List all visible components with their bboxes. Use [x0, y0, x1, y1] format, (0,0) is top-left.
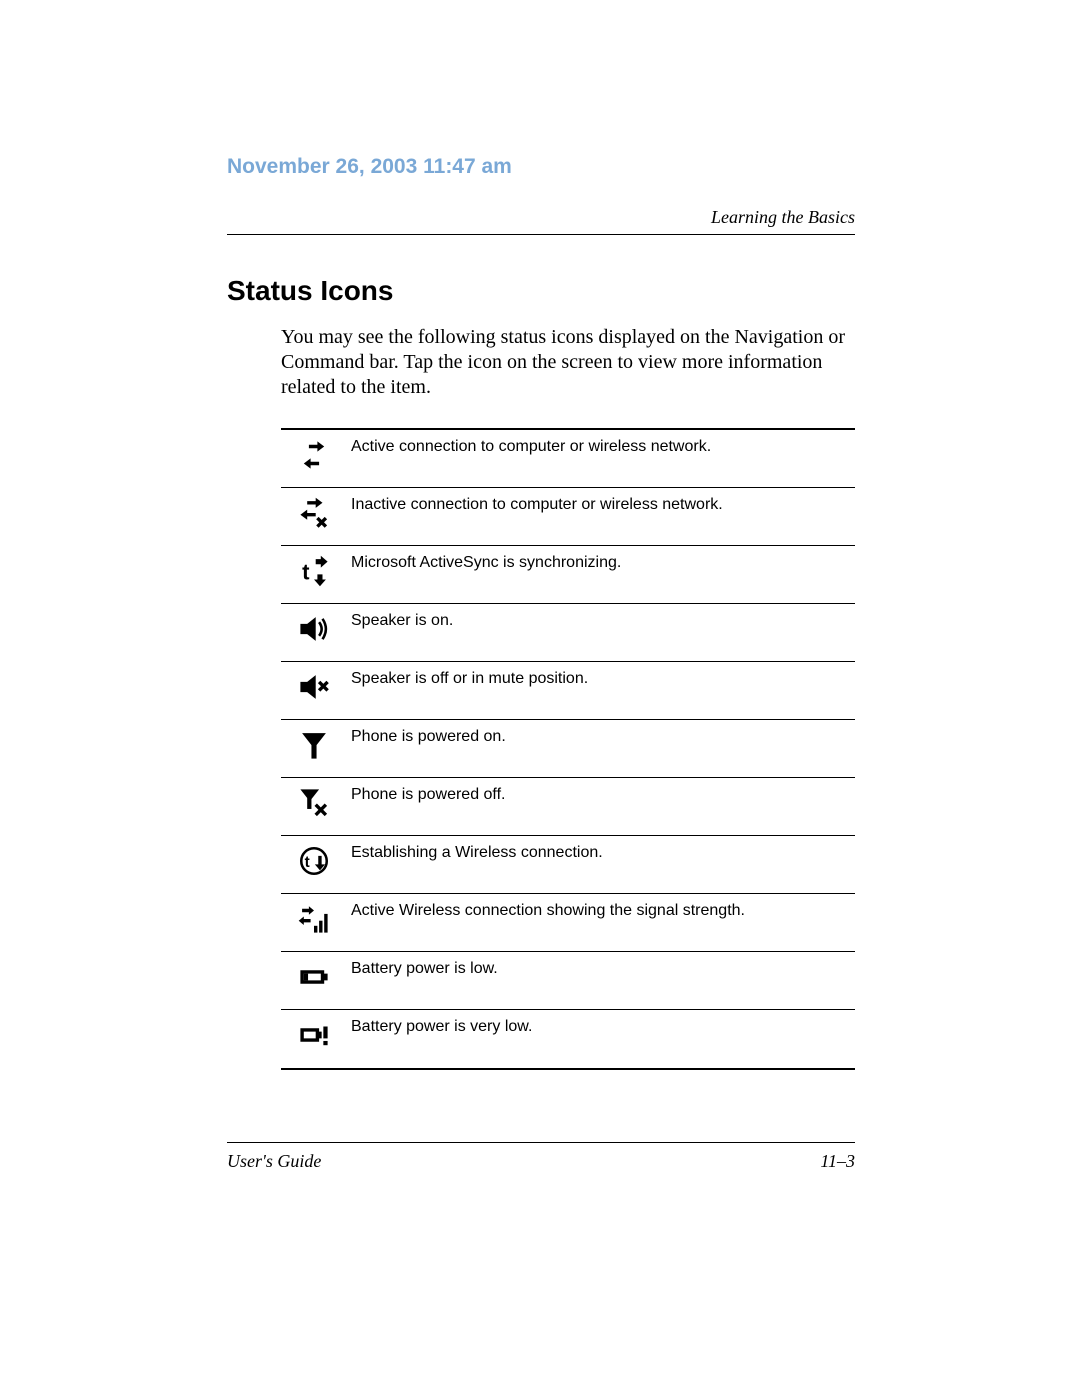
- row-description: Active Wireless connection showing the s…: [347, 900, 855, 920]
- table-row: t Establishing a Wireless connection.: [281, 836, 855, 894]
- connection-active-icon: [281, 436, 347, 472]
- activesync-icon: t: [281, 552, 347, 588]
- row-description: Speaker is off or in mute position.: [347, 668, 855, 688]
- connection-inactive-icon: [281, 494, 347, 530]
- speaker-off-icon: [281, 668, 347, 704]
- table-row: Active Wireless connection showing the s…: [281, 894, 855, 952]
- row-description: Battery power is very low.: [347, 1016, 855, 1036]
- wireless-signal-icon: [281, 900, 347, 936]
- battery-low-icon: [281, 958, 347, 994]
- table-row: Speaker is on.: [281, 604, 855, 662]
- row-description: Phone is powered off.: [347, 784, 855, 804]
- phone-off-icon: [281, 784, 347, 820]
- intro-paragraph: You may see the following status icons d…: [281, 325, 855, 400]
- row-description: Microsoft ActiveSync is synchronizing.: [347, 552, 855, 572]
- table-row: Phone is powered off.: [281, 778, 855, 836]
- document-page: November 26, 2003 11:47 am Learning the …: [227, 155, 855, 1070]
- svg-text:t: t: [305, 854, 310, 871]
- table-row: Speaker is off or in mute position.: [281, 662, 855, 720]
- phone-on-icon: [281, 726, 347, 762]
- row-description: Active connection to computer or wireles…: [347, 436, 855, 456]
- battery-very-low-icon: [281, 1016, 347, 1052]
- breadcrumb: Learning the Basics: [227, 207, 855, 228]
- row-description: Speaker is on.: [347, 610, 855, 630]
- timestamp: November 26, 2003 11:47 am: [227, 155, 855, 179]
- wireless-establishing-icon: t: [281, 842, 347, 878]
- table-row: Inactive connection to computer or wirel…: [281, 488, 855, 546]
- footer-left: User's Guide: [227, 1151, 321, 1172]
- speaker-on-icon: [281, 610, 347, 646]
- page-footer: User's Guide 11–3: [227, 1142, 855, 1172]
- table-row: Battery power is very low.: [281, 1010, 855, 1068]
- page-title: Status Icons: [227, 275, 855, 307]
- footer-right: 11–3: [820, 1151, 855, 1172]
- table-row: t Microsoft ActiveSync is synchronizing.: [281, 546, 855, 604]
- svg-text:t: t: [302, 560, 310, 585]
- table-row: Battery power is low.: [281, 952, 855, 1010]
- status-icons-table: Active connection to computer or wireles…: [281, 428, 855, 1070]
- top-rule: [227, 234, 855, 235]
- row-description: Establishing a Wireless connection.: [347, 842, 855, 862]
- row-description: Phone is powered on.: [347, 726, 855, 746]
- table-row: Phone is powered on.: [281, 720, 855, 778]
- row-description: Inactive connection to computer or wirel…: [347, 494, 855, 514]
- table-row: Active connection to computer or wireles…: [281, 430, 855, 488]
- row-description: Battery power is low.: [347, 958, 855, 978]
